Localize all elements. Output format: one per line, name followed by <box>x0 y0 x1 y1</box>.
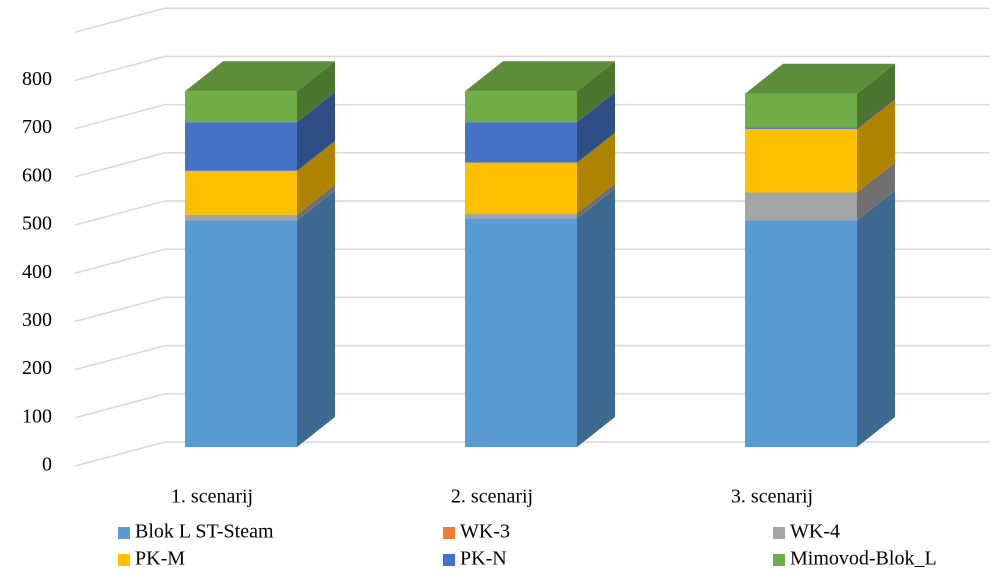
bar <box>465 122 577 163</box>
bar-side <box>857 98 895 193</box>
grid-line <box>74 441 990 467</box>
bar-side <box>857 190 895 447</box>
y-tick-label: 500 <box>22 213 52 235</box>
bar <box>185 91 297 123</box>
x-tick-label: 1. scenarij <box>171 486 253 508</box>
grid-line <box>74 152 990 178</box>
bar <box>185 170 297 215</box>
bar <box>745 128 857 193</box>
grid-line <box>74 200 990 226</box>
bar-side <box>577 92 615 163</box>
legend-swatch <box>773 554 785 566</box>
legend-label: Blok L ST-Steam <box>135 521 274 543</box>
legend-label: WK-4 <box>790 521 840 543</box>
bar-side <box>577 132 615 214</box>
y-tick-label: 600 <box>22 164 52 186</box>
bar <box>185 220 297 447</box>
bar <box>185 214 297 221</box>
grid-line <box>74 296 990 323</box>
legend-swatch <box>443 527 455 539</box>
bar <box>745 127 857 129</box>
bar <box>465 213 577 219</box>
legend-swatch <box>118 554 130 566</box>
bar <box>745 220 857 447</box>
bar-side <box>297 190 335 447</box>
x-tick-label: 2. scenarij <box>451 486 533 508</box>
bar-side <box>297 140 335 215</box>
grid-line <box>74 248 990 274</box>
bar-side <box>577 61 615 123</box>
y-tick-label: 400 <box>22 261 52 283</box>
y-tick-label: 300 <box>22 309 52 331</box>
legend-swatch <box>118 527 130 539</box>
legend-label: WK-3 <box>460 521 510 543</box>
grid-line <box>74 7 990 33</box>
grid-line <box>74 344 990 371</box>
y-tick-label: 200 <box>22 357 52 379</box>
bar <box>745 93 857 128</box>
bar <box>185 122 297 171</box>
bar <box>465 218 577 447</box>
legend-label: PK-N <box>460 548 507 570</box>
y-tick-label: 700 <box>22 116 52 138</box>
bar-top <box>465 61 615 92</box>
bar-side <box>577 188 615 448</box>
bar-side <box>857 162 895 221</box>
grid-line <box>74 55 990 82</box>
legend-label: Mimovod-Blok_L <box>790 548 937 570</box>
bar-side <box>857 63 895 128</box>
x-tick-label: 3. scenarij <box>731 486 813 508</box>
legend-swatch <box>773 527 785 539</box>
bar-side <box>297 61 335 123</box>
legend-label: PK-M <box>135 548 185 570</box>
y-tick-label: 100 <box>22 405 52 427</box>
grid-line <box>74 393 990 419</box>
bar-top <box>745 63 895 94</box>
grid-line <box>74 103 990 130</box>
bar-top <box>185 61 335 92</box>
y-tick-label: 800 <box>22 68 52 90</box>
bar-side <box>857 97 895 129</box>
y-tick-label: 0 <box>42 454 52 476</box>
bar-side <box>577 183 615 219</box>
legend-swatch <box>443 554 455 566</box>
bar <box>465 162 577 214</box>
bar-side <box>297 92 335 171</box>
bar-side <box>297 184 335 221</box>
bar <box>745 192 857 221</box>
bar <box>465 91 577 123</box>
